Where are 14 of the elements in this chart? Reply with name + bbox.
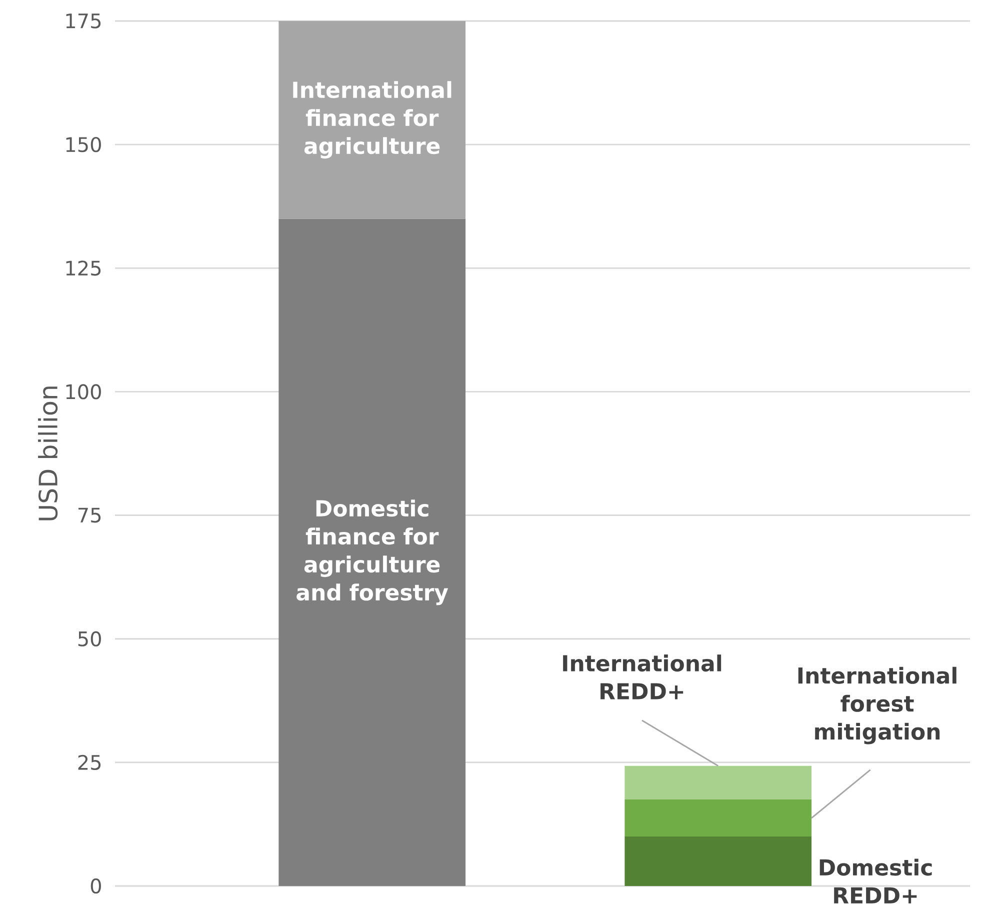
series-label: International finance for agriculture — [293, 81, 452, 159]
y-tick-label: 50 — [78, 631, 101, 646]
y-axis-title: USD billion — [38, 386, 58, 520]
y-tick-label: 100 — [66, 384, 101, 400]
y-tick-label: 125 — [66, 260, 101, 276]
y-tick-label: 0 — [90, 878, 101, 894]
text: International forest mitigation — [798, 666, 956, 744]
y-tick-label: 150 — [66, 136, 101, 152]
series-label: Domestic REDD+ — [820, 858, 932, 904]
text: International REDD+ — [563, 654, 722, 700]
y-tick-label: 175 — [66, 14, 101, 28]
series-label: Domestic finance for agriculture and forestry — [296, 500, 448, 606]
y-tick-label: 25 — [78, 754, 101, 770]
y-tick-label: 75 — [78, 508, 101, 523]
